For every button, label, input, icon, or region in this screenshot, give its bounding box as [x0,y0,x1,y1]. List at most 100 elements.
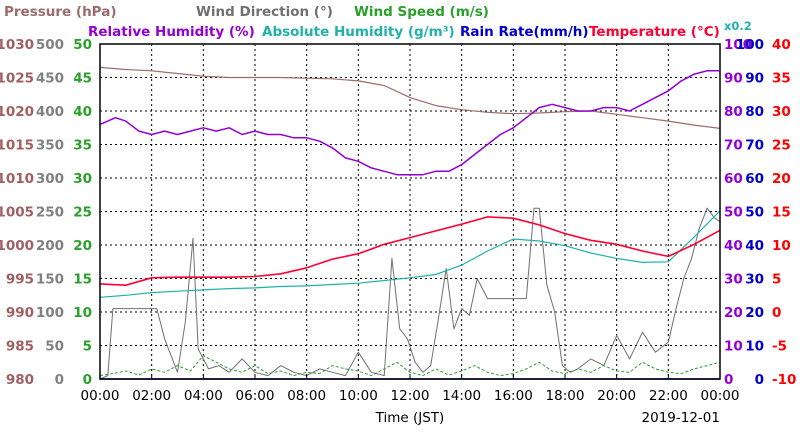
y-tick-rain: 0 [755,372,764,388]
legend-pressure: Pressure (hPa) [4,4,117,20]
x-tick-label: 22:00 [649,388,688,404]
y-tick-wind-speed: 45 [73,71,92,87]
grid [100,44,720,379]
series-temp-line [99,216,721,287]
y-tick-rh: 50 [724,205,743,221]
y-tick-rh: 70 [724,138,743,154]
y-tick-pressure: 990 [6,305,34,321]
series-wind-speed-line [99,355,721,377]
y-tick-rh: 60 [724,171,743,187]
y-tick-pressure: 985 [6,339,34,355]
y-tick-rh: 0 [724,372,733,388]
y-tick-pressure: 1020 [0,104,34,120]
y-tick-temp: 5 [772,272,781,288]
y-tick-wind-dir: 450 [36,71,64,87]
y-tick-wind-speed: 35 [73,138,92,154]
legend-wind-direction: Wind Direction (°) [196,4,333,20]
series-rh-line [99,70,720,176]
y-tick-wind-speed: 40 [73,104,92,120]
x-tick-label: 08:00 [287,388,326,404]
y-tick-temp: 25 [772,138,791,154]
x-tick-label: 18:00 [546,388,585,404]
y-tick-wind-speed: 15 [73,272,92,288]
y-tick-wind-dir: 150 [36,272,64,288]
y-tick-wind-dir: 350 [36,138,64,154]
y-tick-wind-speed: 50 [73,37,92,53]
y-tick-temp: 30 [772,104,791,120]
y-tick-temp: 10 [772,238,791,254]
y-tick-pressure: 995 [6,272,34,288]
y-tick-temp: -10 [772,372,796,388]
y-tick-rh: 20 [724,305,743,321]
y-tick-pressure: 1015 [0,138,34,154]
y-tick-wind-speed: 10 [73,305,92,321]
date-label: 2019-12-01 [642,410,720,426]
legend-absolute-humidity: Absolute Humidity (g/m³) [262,24,455,40]
y-tick-rain: 50 [745,205,764,221]
x-axis-ticks: 00:00 02:00 04:00 06:00 08:00 10:00 12:00 14:00… [81,374,740,404]
x-tick-label: 10:00 [339,388,378,404]
y-tick-wind-speed: 20 [73,238,92,254]
y-tick-wind-speed: 0 [83,372,92,388]
y-tick-rain: 90 [745,71,764,87]
legend-wind-speed: Wind Speed (m/s) [354,4,489,20]
y-tick-temp: 20 [772,171,791,187]
y-tick-temp: -5 [772,339,787,355]
legend-ah-scale: x0.2 [724,19,752,33]
y-tick-pressure: 1025 [0,71,34,87]
x-tick-label: 00:00 [81,388,120,404]
y-tick-rain: 80 [745,104,764,120]
y-tick-rain: 60 [745,171,764,187]
x-tick-label: 16:00 [494,388,533,404]
legend: Pressure (hPa) Wind Direction (°) Wind S… [4,4,752,40]
y-tick-wind-dir: 50 [45,339,64,355]
x-tick-label: 00:00 [701,388,740,404]
y-tick-rh: 80 [724,104,743,120]
y-tick-pressure: 1005 [0,205,34,221]
y-tick-pressure: 980 [6,372,34,388]
y-tick-rh: 30 [724,272,743,288]
y-tick-wind-speed: 5 [83,339,92,355]
y-tick-pressure: 1030 [0,37,34,53]
y-tick-wind-dir: 250 [36,205,64,221]
y-tick-wind-dir: 200 [36,238,64,254]
y-tick-rain: 40 [745,238,764,254]
x-tick-label: 12:00 [391,388,430,404]
y-tick-rain: 30 [745,272,764,288]
x-tick-label: 20:00 [597,388,636,404]
y-tick-wind-dir: 300 [36,171,64,187]
y-tick-rh: 100 [724,37,752,53]
y-tick-rh: 40 [724,238,743,254]
y-tick-rh: 90 [724,71,743,87]
y-tick-wind-dir: 400 [36,104,64,120]
y-tick-wind-speed: 30 [73,171,92,187]
x-axis-label: Time (JST) [375,410,445,426]
y-tick-rh: 10 [724,339,743,355]
legend-rain-rate: Rain Rate(mm/h) [460,24,589,40]
y-axis-ticks: 1030102510201015101010051000995990985980… [0,37,796,388]
y-tick-rain: 100 [736,37,764,53]
series-wind-dir-line [99,207,721,380]
x-tick-label: 06:00 [236,388,275,404]
series-ah-line [99,210,721,298]
x-tick-label: 04:00 [184,388,223,404]
y-tick-rain: 20 [745,305,764,321]
y-tick-temp: 40 [772,37,791,53]
y-tick-wind-dir: 500 [36,37,64,53]
y-tick-pressure: 1000 [0,238,34,254]
x-tick-label: 14:00 [442,388,481,404]
legend-temperature: Temperature (°C) [589,24,720,40]
y-tick-temp: 0 [772,305,781,321]
y-tick-wind-speed: 25 [73,205,92,221]
y-tick-rain: 70 [745,138,764,154]
y-tick-wind-dir: 0 [55,372,64,388]
series-pressure-line [99,66,721,129]
y-tick-temp: 35 [772,71,791,87]
legend-relative-humidity: Relative Humidity (%) [88,24,255,40]
y-tick-pressure: 1010 [0,171,34,187]
y-tick-temp: 15 [772,205,791,221]
x-tick-label: 02:00 [132,388,171,404]
y-tick-wind-dir: 100 [36,305,64,321]
y-tick-rain: 10 [745,339,764,355]
